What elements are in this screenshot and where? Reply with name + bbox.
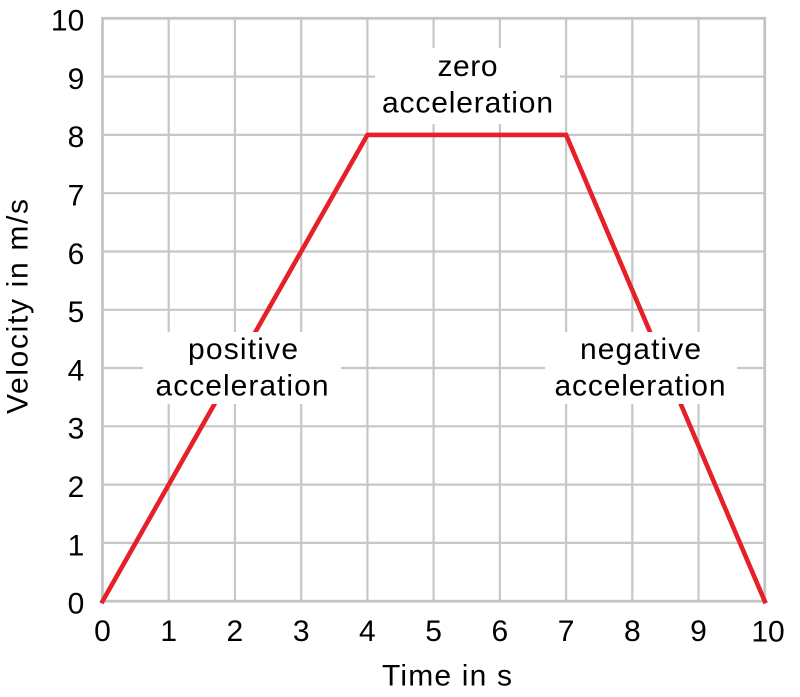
svg-text:9: 9 <box>690 615 707 648</box>
svg-text:zero: zero <box>438 50 498 83</box>
svg-text:9: 9 <box>68 63 85 96</box>
svg-text:8: 8 <box>624 615 641 648</box>
svg-text:8: 8 <box>68 121 85 154</box>
svg-text:acceleration: acceleration <box>156 370 329 403</box>
svg-text:6: 6 <box>492 615 509 648</box>
svg-text:7: 7 <box>558 615 575 648</box>
svg-text:5: 5 <box>68 296 85 329</box>
svg-text:positive: positive <box>188 333 298 366</box>
svg-text:6: 6 <box>68 238 85 271</box>
svg-text:1: 1 <box>68 529 85 562</box>
svg-text:10: 10 <box>51 5 84 38</box>
svg-text:negative: negative <box>580 333 701 366</box>
svg-text:Time in s: Time in s <box>382 659 512 692</box>
svg-text:3: 3 <box>293 615 310 648</box>
svg-text:2: 2 <box>227 615 244 648</box>
svg-text:0: 0 <box>94 615 111 648</box>
svg-text:3: 3 <box>68 413 85 446</box>
svg-text:acceleration: acceleration <box>382 87 553 120</box>
svg-text:4: 4 <box>359 615 376 648</box>
svg-text:4: 4 <box>68 354 85 387</box>
svg-text:2: 2 <box>68 471 85 504</box>
svg-text:acceleration: acceleration <box>555 370 726 403</box>
svg-text:0: 0 <box>68 588 85 621</box>
svg-text:Velocity in m/s: Velocity in m/s <box>2 199 35 414</box>
svg-text:10: 10 <box>751 615 784 648</box>
svg-text:7: 7 <box>68 180 85 213</box>
svg-text:5: 5 <box>425 615 442 648</box>
svg-text:1: 1 <box>160 615 177 648</box>
